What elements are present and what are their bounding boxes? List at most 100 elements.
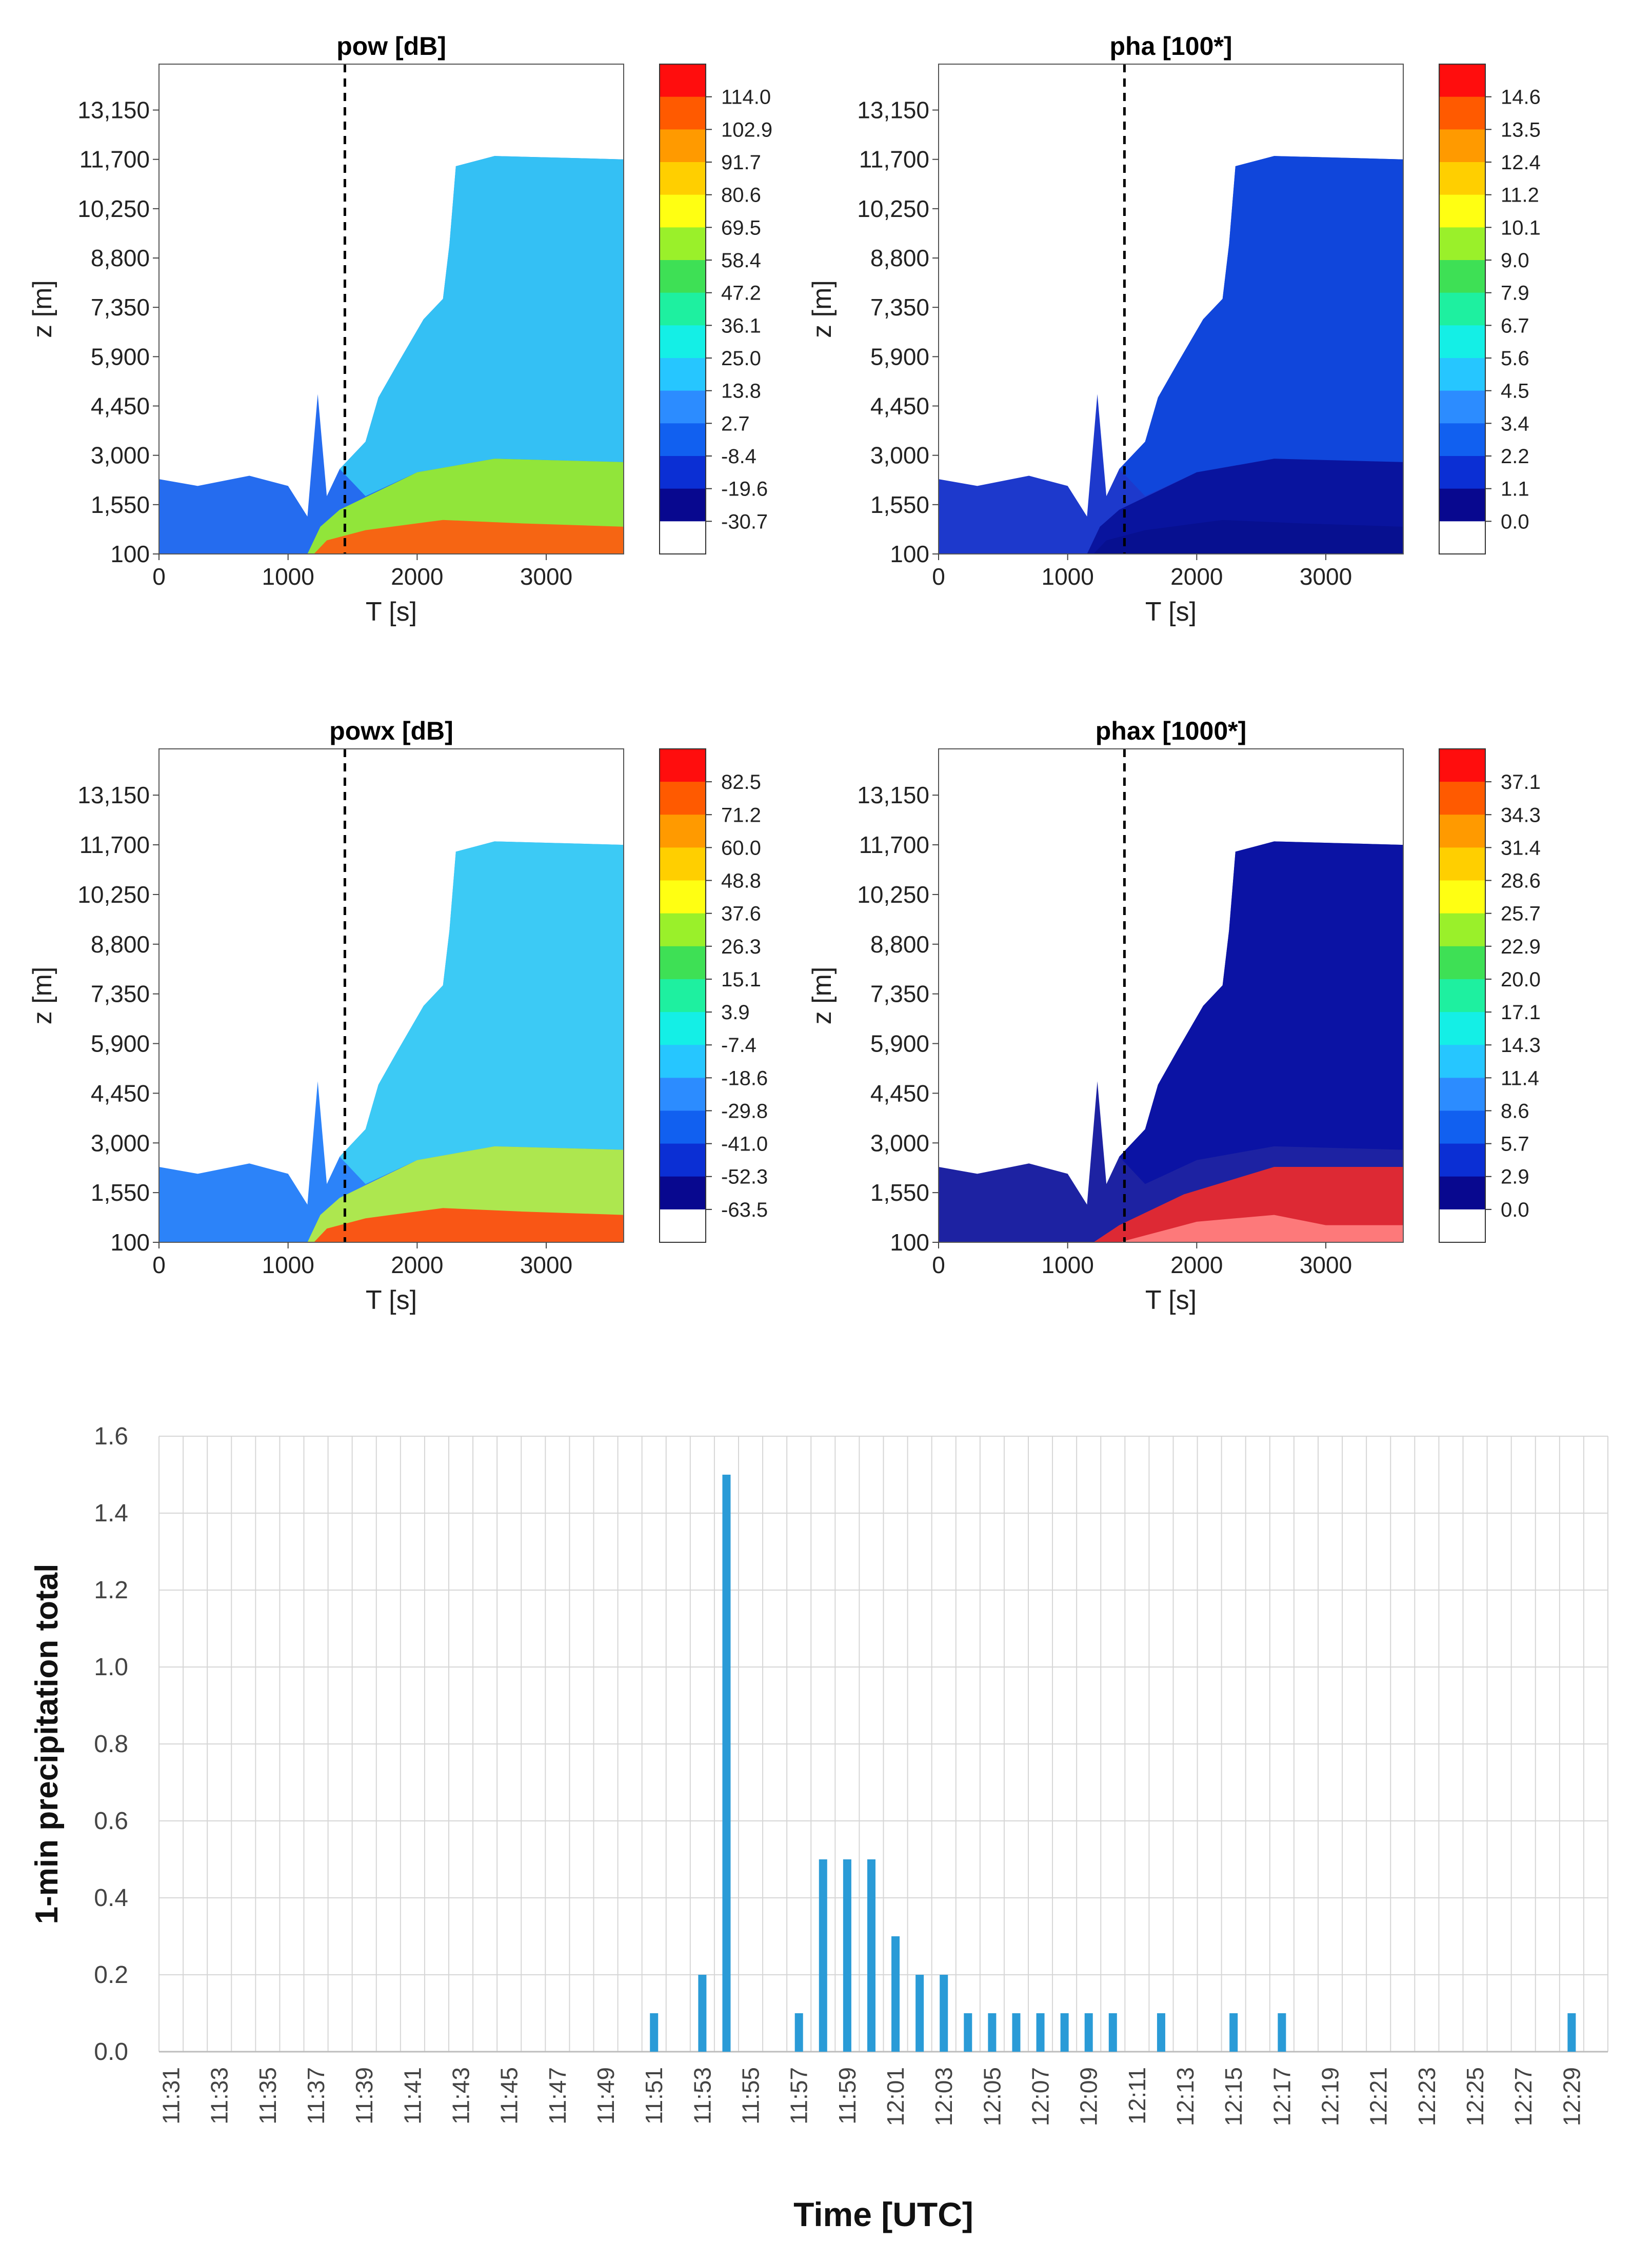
colorbar-label: -52.3 bbox=[721, 1166, 768, 1188]
y-axis-title: 1-min precipitation total bbox=[29, 1564, 65, 1924]
echo-region bbox=[1119, 156, 1403, 497]
plot-frame bbox=[158, 64, 624, 554]
x-tick-label: 11:47 bbox=[544, 2067, 571, 2125]
y-tick-label: 100 bbox=[110, 541, 150, 567]
x-tick-label: 3000 bbox=[1300, 1252, 1352, 1278]
x-tick-label: 11:59 bbox=[834, 2067, 861, 2125]
x-axis-label: T [s] bbox=[366, 597, 417, 627]
x-tick-label: 2000 bbox=[1170, 563, 1223, 590]
x-tick-label: 0 bbox=[152, 1252, 166, 1278]
echo-region bbox=[314, 1208, 624, 1242]
colorbar-label: -18.6 bbox=[721, 1067, 768, 1089]
y-tick-label: 11,700 bbox=[79, 146, 150, 173]
x-tick-label: 11:55 bbox=[738, 2067, 764, 2125]
colorbar-swatch bbox=[660, 488, 706, 522]
colorbar-label: 14.6 bbox=[1501, 86, 1541, 109]
colorbar-swatch bbox=[1439, 1176, 1485, 1210]
colorbar-swatch bbox=[1439, 456, 1485, 489]
colorbar-label: 11.4 bbox=[1501, 1067, 1539, 1089]
colorbar-label: -63.5 bbox=[721, 1199, 768, 1221]
precipitation-bar bbox=[867, 1859, 875, 2052]
y-tick-label: 1,550 bbox=[870, 491, 929, 518]
y-tick-label: 10,250 bbox=[857, 195, 929, 222]
colorbar-label: 69.5 bbox=[721, 216, 761, 239]
y-tick-label: 1.4 bbox=[94, 1500, 128, 1527]
colorbar-label: 60.0 bbox=[721, 837, 761, 859]
x-tick-label: 11:33 bbox=[206, 2067, 233, 2125]
y-tick-label: 5,900 bbox=[91, 343, 150, 370]
y-tick-label: 4,450 bbox=[870, 1080, 929, 1106]
colorbar-swatch bbox=[660, 358, 706, 391]
x-tick-label: 11:45 bbox=[496, 2067, 523, 2125]
x-tick-label: 11:31 bbox=[158, 2067, 185, 2125]
precipitation-bar-chart: 0.0 0.2 0.4 0.6 0.8 1.0 1.2 1.4 1.6 11:31 11:33 11:… bbox=[29, 1423, 1608, 2233]
colorbar-swatch bbox=[1439, 946, 1485, 980]
x-tick-label: 11:41 bbox=[399, 2067, 426, 2125]
precipitation-bar bbox=[722, 1475, 731, 2052]
precipitation-bar bbox=[1060, 2013, 1069, 2052]
colorbar-frame bbox=[1439, 64, 1486, 554]
echo-region bbox=[1093, 1167, 1403, 1242]
colorbar-swatch bbox=[1439, 423, 1485, 457]
plot-frame bbox=[938, 748, 1404, 1243]
colorbar: 114.0 102.9 91.7 80.6 69.5 58.4 47.2 36.1 25.0 13… bbox=[659, 64, 772, 554]
echo-field bbox=[159, 156, 624, 554]
colorbar-label: 10.1 bbox=[1501, 216, 1541, 239]
x-tick-label: 1000 bbox=[262, 563, 314, 590]
colorbar-swatch bbox=[660, 815, 706, 848]
colorbar-swatch bbox=[660, 749, 706, 782]
colorbar-swatch bbox=[660, 913, 706, 947]
x-tick-label: 12:07 bbox=[1027, 2067, 1054, 2126]
x-tick-label: 2000 bbox=[391, 1252, 443, 1278]
colorbar-swatch bbox=[660, 129, 706, 163]
y-tick-label: 3,000 bbox=[870, 1129, 929, 1156]
colorbar: 14.6 13.5 12.4 11.2 10.1 9.0 7.9 6.7 5.6 4.5 3.4 2.… bbox=[1439, 64, 1541, 554]
x-tick-label: 1000 bbox=[262, 1252, 314, 1278]
colorbar-frame bbox=[1439, 748, 1486, 1243]
y-tick-label: 3,000 bbox=[91, 1129, 150, 1156]
colorbar-label: 37.1 bbox=[1501, 771, 1541, 793]
x-tick-label: 3000 bbox=[520, 563, 572, 590]
heatmap-panel: powx [dB] 100 1,550 3,000 4,450 5,900 7,350 8,8… bbox=[28, 717, 768, 1315]
panel-title: phax [1000*] bbox=[1096, 717, 1247, 745]
colorbar-frame bbox=[659, 748, 706, 1243]
colorbar-swatch bbox=[1439, 1143, 1485, 1177]
colorbar-swatch bbox=[1439, 880, 1485, 914]
x-tick-label: 12:17 bbox=[1268, 2067, 1295, 2126]
y-tick-label: 8,800 bbox=[870, 245, 929, 271]
y-tick-label: 4,450 bbox=[870, 393, 929, 420]
y-tick-label: 3,000 bbox=[91, 442, 150, 469]
colorbar-swatch bbox=[1439, 390, 1485, 424]
colorbar-swatch bbox=[1439, 521, 1485, 554]
y-tick-label: 4,450 bbox=[91, 393, 150, 420]
echo-region bbox=[340, 841, 624, 1184]
colorbar-swatch bbox=[660, 96, 706, 130]
precipitation-bar bbox=[1567, 2013, 1576, 2052]
colorbar-swatch bbox=[1439, 96, 1485, 130]
colorbar-swatch bbox=[660, 979, 706, 1013]
colorbar-swatch bbox=[660, 162, 706, 195]
colorbar-swatch bbox=[1439, 260, 1485, 293]
colorbar-swatch bbox=[1439, 129, 1485, 163]
colorbar-swatch bbox=[1439, 1110, 1485, 1144]
y-tick-label: 1,550 bbox=[870, 1179, 929, 1206]
colorbar-label: 26.3 bbox=[721, 936, 761, 958]
colorbar-label: 0.0 bbox=[1501, 1199, 1529, 1221]
colorbar-label: 5.6 bbox=[1501, 347, 1529, 370]
y-tick-label: 7,350 bbox=[870, 294, 929, 321]
colorbar-swatch bbox=[1439, 847, 1485, 881]
y-tick-label: 5,900 bbox=[870, 1030, 929, 1057]
colorbar-swatch bbox=[660, 194, 706, 228]
y-tick-label: 0.6 bbox=[94, 1808, 128, 1835]
colorbar-label: 58.4 bbox=[721, 249, 761, 272]
y-tick-label: 7,350 bbox=[91, 294, 150, 321]
echo-region bbox=[340, 156, 624, 497]
y-tick-label: 8,800 bbox=[91, 931, 150, 958]
colorbar-swatch bbox=[660, 292, 706, 326]
heatmap-panel: phax [1000*] 100 1,550 3,000 4,450 5,900 7,350… bbox=[807, 717, 1541, 1315]
x-tick-label: 12:25 bbox=[1462, 2067, 1488, 2126]
colorbar-label: 48.8 bbox=[721, 870, 761, 892]
colorbar-label: 17.1 bbox=[1501, 1001, 1541, 1024]
colorbar-swatch bbox=[660, 1209, 706, 1243]
